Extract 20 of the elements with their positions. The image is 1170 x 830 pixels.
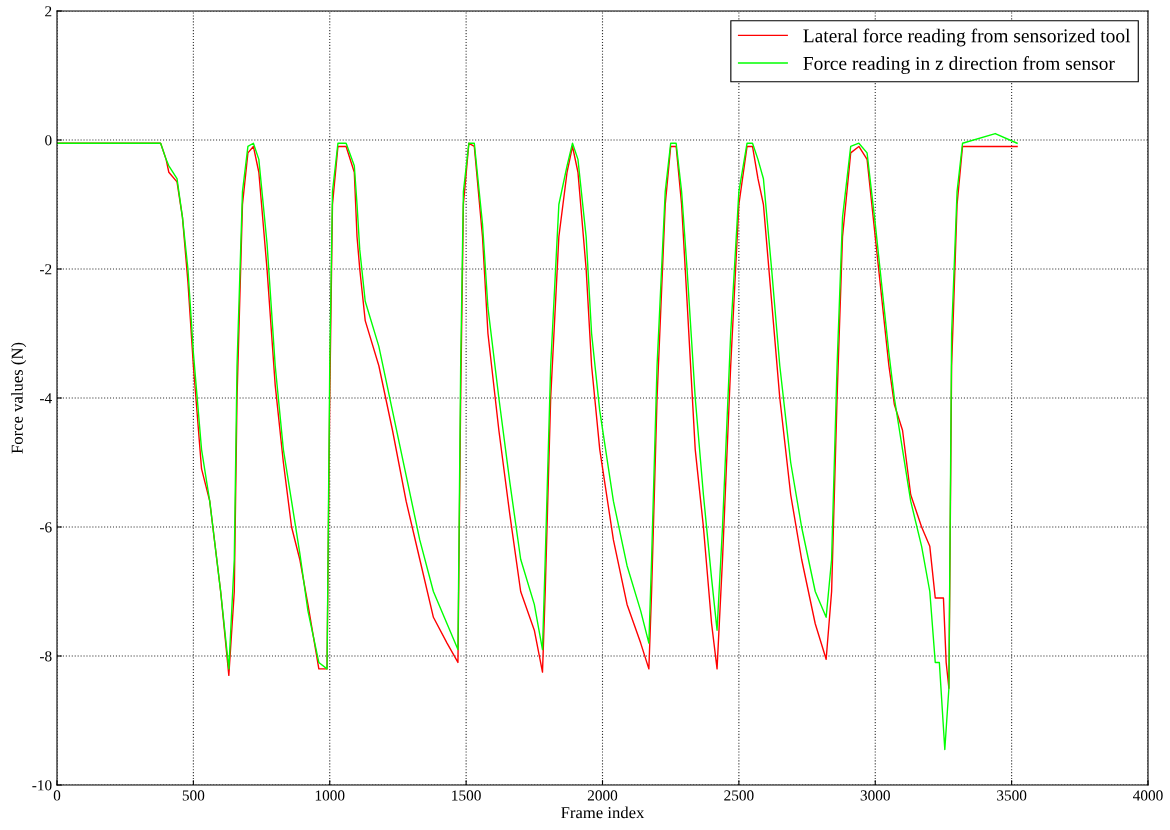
legend-label: Force reading in z direction from sensor (803, 56, 1115, 74)
x-tick-label: 2000 (587, 790, 618, 801)
y-tick-label: -4 (39, 393, 52, 404)
x-tick-label: 500 (182, 790, 205, 801)
y-tick-label: -10 (32, 780, 52, 791)
x-tick-label: 1500 (452, 790, 481, 801)
y-tick-label: -8 (39, 651, 52, 662)
x-axis-title: Frame index (561, 806, 645, 819)
y-tick-label: 0 (45, 135, 52, 146)
x-tick-label: 4000 (1133, 790, 1163, 801)
y-tick-label: -2 (39, 264, 52, 275)
x-tick-label: 3000 (860, 790, 890, 801)
y-axis-title: Force values (N) (11, 342, 27, 454)
y-tick-label: -6 (39, 522, 52, 533)
x-tick-label: 0 (53, 790, 61, 801)
x-tick-label: 2500 (724, 790, 754, 801)
legend-label: Lateral force reading from sensorized tool (803, 28, 1131, 47)
x-tick-label: 1000 (315, 790, 345, 801)
x-tick-label: 3500 (997, 790, 1027, 801)
y-tick-label: 2 (45, 6, 52, 17)
